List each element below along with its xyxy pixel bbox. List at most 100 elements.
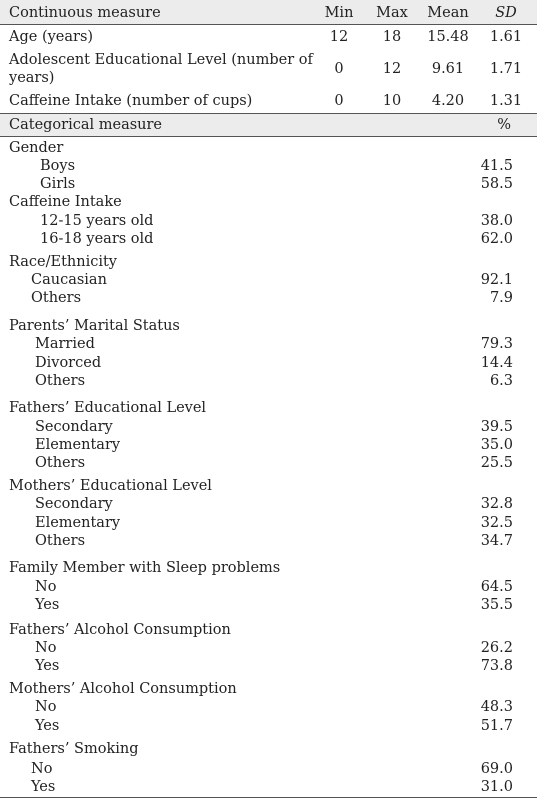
list-item: Yes 73.8: [0, 657, 537, 675]
group-title: Fathers’ Alcohol Consumption: [9, 622, 231, 638]
group-title-row: Mothers’ Educational Level: [0, 477, 537, 495]
row-min: 0: [334, 61, 344, 77]
row-label-continued: years): [9, 70, 55, 86]
item-percent: 25.5: [480, 455, 513, 471]
list-item: Married 79.3: [0, 335, 537, 353]
list-item: Caucasian 92.1: [0, 271, 537, 289]
group-title-row: Race/Ethnicity: [0, 253, 537, 271]
item-percent: 7.9: [489, 290, 513, 306]
item-label: Others: [35, 373, 86, 389]
item-label: Secondary: [35, 419, 113, 435]
min-header: Min: [324, 5, 354, 21]
item-percent: 26.2: [480, 640, 513, 656]
item-percent: 38.0: [480, 213, 513, 229]
header-divider: [0, 24, 537, 25]
list-item: Elementary 35.0: [0, 436, 537, 454]
item-label: Yes: [35, 597, 60, 613]
item-label: Others: [35, 455, 86, 471]
list-item: No 26.2: [0, 639, 537, 657]
list-item: No 64.5: [0, 578, 537, 596]
group-title-row: Family Member with Sleep problems: [0, 559, 537, 577]
list-item: No 48.3: [0, 698, 537, 716]
group-title-row: Fathers’ Smoking: [0, 740, 537, 758]
row-mean: 15.48: [427, 29, 469, 45]
row-mean: 4.20: [431, 93, 465, 109]
categorical-header-background: [0, 114, 537, 136]
item-label: Elementary: [35, 515, 121, 531]
item-label: Elementary: [35, 437, 121, 453]
list-item: Yes 35.5: [0, 596, 537, 614]
list-item: No 69.0: [0, 760, 537, 778]
item-percent: 58.5: [480, 176, 513, 192]
list-item: 16-18 years old 62.0: [0, 230, 537, 248]
item-percent: 34.7: [480, 533, 513, 549]
item-label: Secondary: [35, 496, 113, 512]
table-row: 0 12 9.61 1.71: [0, 60, 537, 78]
row-max: 12: [382, 61, 402, 77]
group-title: Parents’ Marital Status: [9, 318, 180, 334]
item-label: Yes: [31, 779, 56, 795]
group-title: Caffeine Intake: [9, 194, 122, 210]
list-item: Girls 58.5: [0, 175, 537, 193]
item-label: Divorced: [35, 355, 102, 371]
table-row-line1: Adolescent Educational Level (number of: [0, 51, 537, 69]
row-sd: 1.71: [489, 61, 523, 77]
item-label: No: [35, 640, 57, 656]
item-label: No: [35, 579, 57, 595]
item-percent: 92.1: [480, 272, 513, 288]
group-title-row: Caffeine Intake: [0, 193, 537, 211]
list-item: Divorced 14.4: [0, 354, 537, 372]
item-label: 16-18 years old: [40, 231, 154, 247]
continuous-measure-header: Continuous measure: [9, 5, 161, 21]
categorical-header-row: Categorical measure %: [0, 116, 537, 134]
list-item: Boys 41.5: [0, 157, 537, 175]
continuous-header-background: [0, 0, 537, 24]
list-item: Secondary 39.5: [0, 418, 537, 436]
list-item: Yes 31.0: [0, 778, 537, 796]
list-item: Others 6.3: [0, 372, 537, 390]
group-title: Fathers’ Smoking: [9, 741, 139, 757]
item-percent: 31.0: [480, 779, 513, 795]
list-item: Secondary 32.8: [0, 495, 537, 513]
row-min: 0: [334, 93, 344, 109]
header-divider: [0, 136, 537, 137]
table-row: Caffeine Intake (number of cups) 0 10 4.…: [0, 92, 537, 110]
item-label: Married: [35, 336, 95, 352]
table-bottom-rule: [0, 797, 537, 798]
item-percent: 35.0: [480, 437, 513, 453]
item-label: Others: [35, 533, 86, 549]
row-max: 18: [382, 29, 402, 45]
item-label: 12-15 years old: [40, 213, 154, 229]
item-label: Girls: [40, 176, 76, 192]
item-percent: 32.8: [480, 496, 513, 512]
item-label: No: [35, 699, 57, 715]
item-percent: 69.0: [480, 761, 513, 777]
group-title: Mothers’ Alcohol Consumption: [9, 681, 237, 697]
group-title: Mothers’ Educational Level: [9, 478, 212, 494]
row-sd: 1.61: [489, 29, 523, 45]
item-percent: 6.3: [489, 373, 513, 389]
continuous-header-row: Continuous measure Min Max Mean SD: [0, 4, 537, 22]
list-item: Elementary 32.5: [0, 514, 537, 532]
row-label: Caffeine Intake (number of cups): [9, 93, 253, 109]
item-percent: 48.3: [480, 699, 513, 715]
percent-header: %: [497, 117, 511, 133]
table-row-line2: years): [0, 69, 537, 87]
item-percent: 51.7: [480, 718, 513, 734]
group-title-row: Fathers’ Educational Level: [0, 399, 537, 417]
table-row: Age (years) 12 18 15.48 1.61: [0, 28, 537, 46]
item-percent: 35.5: [480, 597, 513, 613]
row-label: Age (years): [9, 29, 94, 45]
item-label: No: [31, 761, 53, 777]
item-percent: 79.3: [480, 336, 513, 352]
section-divider: [0, 113, 537, 114]
row-sd: 1.31: [489, 93, 523, 109]
sd-header: SD: [495, 5, 517, 21]
item-percent: 62.0: [480, 231, 513, 247]
group-title-row: Mothers’ Alcohol Consumption: [0, 680, 537, 698]
row-min: 12: [329, 29, 349, 45]
row-label: Adolescent Educational Level (number of: [9, 52, 313, 68]
item-label: Yes: [35, 718, 60, 734]
item-label: Caucasian: [31, 272, 107, 288]
